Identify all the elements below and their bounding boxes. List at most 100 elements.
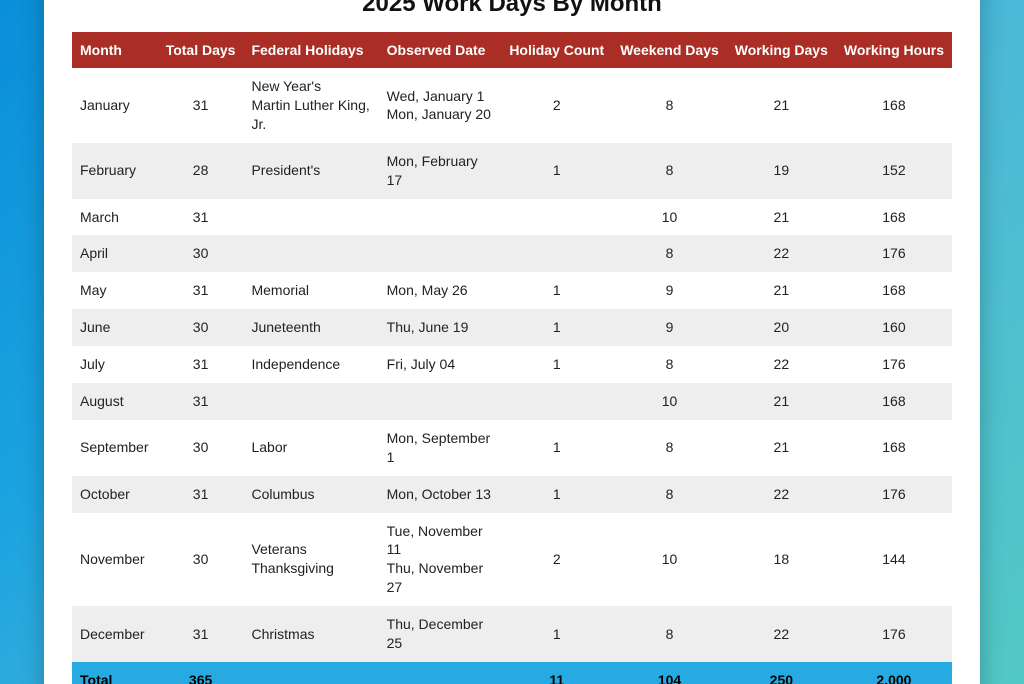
total-working_days: 250 (727, 662, 836, 684)
header-row: MonthTotal DaysFederal HolidaysObserved … (72, 32, 952, 68)
cell-holidays: Independence (243, 346, 378, 383)
total-holidays (243, 662, 378, 684)
cell-month: May (72, 272, 158, 309)
total-weekend_days: 104 (612, 662, 727, 684)
cell-month: April (72, 235, 158, 272)
cell-working_hours: 176 (836, 606, 952, 662)
cell-holiday_count: 1 (501, 476, 612, 513)
cell-total_days: 30 (158, 513, 244, 607)
table-row: September30LaborMon, September 11821168 (72, 420, 952, 476)
table-footer: Total365111042502,000 (72, 662, 952, 684)
cell-month: October (72, 476, 158, 513)
cell-holidays: Columbus (243, 476, 378, 513)
cell-total_days: 31 (158, 272, 244, 309)
total-holiday_count: 11 (501, 662, 612, 684)
cell-observed (379, 199, 502, 236)
cell-weekend_days: 9 (612, 309, 727, 346)
cell-observed: Mon, May 26 (379, 272, 502, 309)
total-total_days: 365 (158, 662, 244, 684)
cell-observed: Thu, June 19 (379, 309, 502, 346)
cell-holidays: New Year's Martin Luther King, Jr. (243, 68, 378, 143)
cell-observed: Mon, September 1 (379, 420, 502, 476)
page-title: 2025 Work Days By Month (72, 0, 952, 18)
cell-working_days: 22 (727, 235, 836, 272)
cell-weekend_days: 8 (612, 420, 727, 476)
cell-weekend_days: 8 (612, 143, 727, 199)
cell-weekend_days: 8 (612, 606, 727, 662)
cell-working_hours: 176 (836, 235, 952, 272)
table-row: October31ColumbusMon, October 131822176 (72, 476, 952, 513)
cell-holidays: Labor (243, 420, 378, 476)
cell-total_days: 31 (158, 68, 244, 143)
cell-month: August (72, 383, 158, 420)
cell-observed (379, 235, 502, 272)
cell-month: December (72, 606, 158, 662)
table-row: June30JuneteenthThu, June 191920160 (72, 309, 952, 346)
cell-holidays: Memorial (243, 272, 378, 309)
cell-working_days: 19 (727, 143, 836, 199)
cell-total_days: 31 (158, 606, 244, 662)
table-row: December31ChristmasThu, December 2518221… (72, 606, 952, 662)
cell-working_days: 21 (727, 68, 836, 143)
cell-total_days: 31 (158, 383, 244, 420)
cell-holiday_count (501, 235, 612, 272)
cell-observed: Mon, February 17 (379, 143, 502, 199)
cell-working_days: 22 (727, 476, 836, 513)
cell-working_hours: 168 (836, 272, 952, 309)
workdays-table: MonthTotal DaysFederal HolidaysObserved … (72, 32, 952, 684)
cell-holiday_count: 2 (501, 513, 612, 607)
cell-holiday_count: 1 (501, 143, 612, 199)
cell-weekend_days: 8 (612, 346, 727, 383)
cell-holiday_count: 2 (501, 68, 612, 143)
cell-working_hours: 144 (836, 513, 952, 607)
cell-working_days: 21 (727, 383, 836, 420)
cell-observed: Fri, July 04 (379, 346, 502, 383)
col-header-weekend_days: Weekend Days (612, 32, 727, 68)
cell-holidays (243, 199, 378, 236)
totals-row: Total365111042502,000 (72, 662, 952, 684)
cell-weekend_days: 10 (612, 383, 727, 420)
cell-weekend_days: 10 (612, 513, 727, 607)
cell-month: November (72, 513, 158, 607)
cell-working_hours: 160 (836, 309, 952, 346)
cell-month: February (72, 143, 158, 199)
table-row: January31New Year's Martin Luther King, … (72, 68, 952, 143)
table-row: August31 1021168 (72, 383, 952, 420)
cell-working_hours: 168 (836, 68, 952, 143)
cell-weekend_days: 10 (612, 199, 727, 236)
cell-holidays (243, 383, 378, 420)
total-working_hours: 2,000 (836, 662, 952, 684)
cell-working_hours: 176 (836, 476, 952, 513)
cell-observed (379, 383, 502, 420)
cell-holiday_count: 1 (501, 606, 612, 662)
cell-observed: Mon, October 13 (379, 476, 502, 513)
table-header: MonthTotal DaysFederal HolidaysObserved … (72, 32, 952, 68)
col-header-total_days: Total Days (158, 32, 244, 68)
cell-working_days: 20 (727, 309, 836, 346)
cell-weekend_days: 8 (612, 235, 727, 272)
cell-holiday_count: 1 (501, 420, 612, 476)
cell-working_hours: 152 (836, 143, 952, 199)
cell-holiday_count (501, 383, 612, 420)
cell-weekend_days: 8 (612, 476, 727, 513)
cell-working_days: 18 (727, 513, 836, 607)
cell-working_days: 22 (727, 346, 836, 383)
cell-working_days: 21 (727, 420, 836, 476)
cell-holidays: Juneteenth (243, 309, 378, 346)
cell-working_hours: 176 (836, 346, 952, 383)
cell-observed: Thu, December 25 (379, 606, 502, 662)
cell-working_hours: 168 (836, 383, 952, 420)
cell-holiday_count: 1 (501, 309, 612, 346)
table-row: November30Veterans ThanksgivingTue, Nove… (72, 513, 952, 607)
total-observed (379, 662, 502, 684)
table-row: May31MemorialMon, May 261921168 (72, 272, 952, 309)
cell-working_days: 21 (727, 199, 836, 236)
cell-weekend_days: 8 (612, 68, 727, 143)
table-row: July31IndependenceFri, July 041822176 (72, 346, 952, 383)
cell-working_hours: 168 (836, 420, 952, 476)
table-row: February28President'sMon, February 17181… (72, 143, 952, 199)
cell-month: June (72, 309, 158, 346)
col-header-working_days: Working Days (727, 32, 836, 68)
cell-holidays: Christmas (243, 606, 378, 662)
cell-month: January (72, 68, 158, 143)
